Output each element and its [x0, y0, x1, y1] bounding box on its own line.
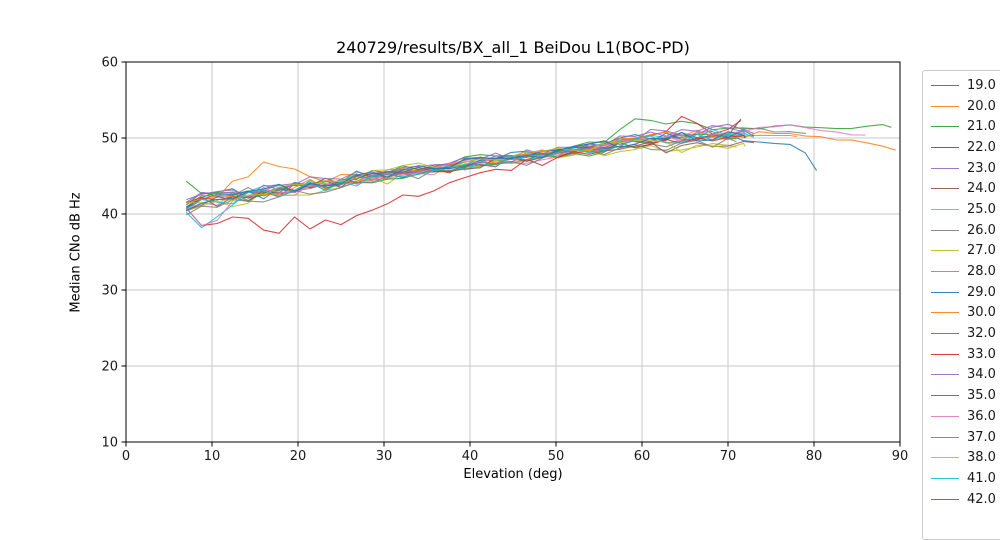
legend-item: 42.0	[923, 489, 1000, 510]
x-tick-label: 0	[122, 449, 130, 464]
series-line-42.0	[185, 131, 746, 212]
series-line-35.0	[186, 140, 754, 207]
legend-line-sample	[931, 105, 959, 107]
legend-item-label: 19.0	[967, 77, 996, 93]
legend-item-label: 21.0	[967, 119, 996, 135]
legend-line-sample	[931, 167, 959, 169]
legend-line-sample	[931, 333, 959, 335]
series-line-19.0	[185, 133, 818, 210]
legend-line-sample	[931, 229, 959, 231]
legend-item: 32.0	[923, 323, 1000, 344]
legend-line-sample	[931, 415, 959, 417]
series-line-28.0	[185, 128, 746, 229]
x-tick-label: 30	[376, 449, 393, 464]
legend-item: 25.0	[923, 199, 1000, 220]
legend-item-label: 30.0	[967, 305, 996, 321]
plot-border	[125, 61, 901, 443]
x-tick-label: 50	[548, 449, 565, 464]
series-line-37.0	[185, 137, 737, 216]
y-tick-label: 10	[101, 436, 118, 451]
x-tick-label: 80	[806, 449, 823, 464]
legend-item: 23.0	[923, 158, 1000, 179]
legend-item: 22.0	[923, 137, 1000, 158]
legend-item: 34.0	[923, 365, 1000, 386]
legend-item: 41.0	[923, 468, 1000, 489]
legend-item: 21.0	[923, 116, 1000, 137]
chart-figure: 0 10 20 30 40 50 60 70 80 90 10 20 30 40 50 60 240729/r…	[68, 38, 1000, 540]
legend-item-label: 22.0	[967, 139, 996, 155]
legend-item-label: 33.0	[967, 346, 996, 362]
legend-item: 33.0	[923, 344, 1000, 365]
series-line-41.0	[185, 132, 754, 210]
legend-item-label: 35.0	[967, 388, 996, 404]
legend-item: 26.0	[923, 220, 1000, 241]
y-tick-label: 40	[101, 208, 118, 223]
series-line-36.0	[185, 124, 866, 227]
legend-item-label: 34.0	[967, 367, 996, 383]
y-tick-label: 30	[101, 284, 118, 299]
series-line-33.0	[185, 135, 746, 234]
legend-line-sample	[931, 146, 959, 148]
legend-item-label: 32.0	[967, 326, 996, 342]
series-line-20.0	[185, 134, 797, 212]
legend-item-label: 26.0	[967, 222, 996, 238]
legend: 19.0 20.0 21.0 22.0 23.0 24.0 25.0 26.0 27.0 28.0…	[922, 70, 1000, 540]
legend-item: 19.0	[923, 75, 1000, 96]
legend-item-label: 25.0	[967, 201, 996, 217]
legend-line-sample	[931, 436, 959, 438]
legend-line-sample	[931, 291, 959, 293]
legend-line-sample	[931, 374, 959, 376]
x-tick-label: 60	[634, 449, 651, 464]
legend-line-sample	[931, 84, 959, 86]
legend-line-sample	[931, 498, 959, 500]
legend-item-label: 23.0	[967, 160, 996, 176]
legend-line-sample	[931, 188, 959, 190]
legend-item: 29.0	[923, 282, 1000, 303]
x-tick-label: 20	[290, 449, 307, 464]
legend-item-label: 36.0	[967, 408, 996, 424]
legend-item: 28.0	[923, 261, 1000, 282]
legend-item: 36.0	[923, 406, 1000, 427]
legend-line-sample	[931, 250, 959, 252]
legend-item: 27.0	[923, 241, 1000, 262]
legend-line-sample	[931, 312, 959, 314]
legend-line-sample	[931, 126, 959, 128]
series-line-27.0	[186, 143, 737, 212]
legend-item: 38.0	[923, 447, 1000, 468]
legend-item-label: 27.0	[967, 243, 996, 259]
y-axis-label: Median CNo dB Hz	[68, 192, 84, 313]
legend-item-label: 42.0	[967, 491, 996, 507]
x-tick-label: 40	[462, 449, 479, 464]
legend-item: 20.0	[923, 96, 1000, 117]
legend-item: 24.0	[923, 178, 1000, 199]
series-line-30.0	[186, 129, 896, 204]
legend-line-sample	[931, 271, 959, 273]
legend-item-label: 24.0	[967, 181, 996, 197]
series-line-25.0	[185, 133, 737, 211]
legend-item: 30.0	[923, 303, 1000, 324]
legend-line-sample	[931, 208, 959, 210]
legend-item-label: 38.0	[967, 450, 996, 466]
legend-item-label: 29.0	[967, 284, 996, 300]
legend-item: 35.0	[923, 385, 1000, 406]
legend-item-label: 37.0	[967, 429, 996, 445]
x-tick-label: 90	[892, 449, 909, 464]
x-tick-label: 10	[204, 449, 221, 464]
chart-title: 240729/results/BX_all_1 BeiDou L1(BOC-PD…	[336, 38, 690, 57]
legend-line-sample	[931, 457, 959, 459]
legend-line-sample	[931, 353, 959, 355]
x-axis-label: Elevation (deg)	[463, 467, 563, 482]
legend-item-label: 20.0	[967, 98, 996, 114]
y-tick-label: 60	[101, 56, 118, 71]
legend-item-label: 28.0	[967, 264, 996, 280]
y-tick-label: 20	[101, 360, 118, 375]
x-tick-label: 70	[720, 449, 737, 464]
y-tick-label: 50	[101, 132, 118, 147]
legend-item: 37.0	[923, 427, 1000, 448]
legend-item-label: 41.0	[967, 470, 996, 486]
legend-line-sample	[931, 395, 959, 397]
plot-canvas: 0 10 20 30 40 50 60 70 80 90 10 20 30 40 50 60	[101, 56, 909, 465]
legend-line-sample	[931, 477, 959, 479]
